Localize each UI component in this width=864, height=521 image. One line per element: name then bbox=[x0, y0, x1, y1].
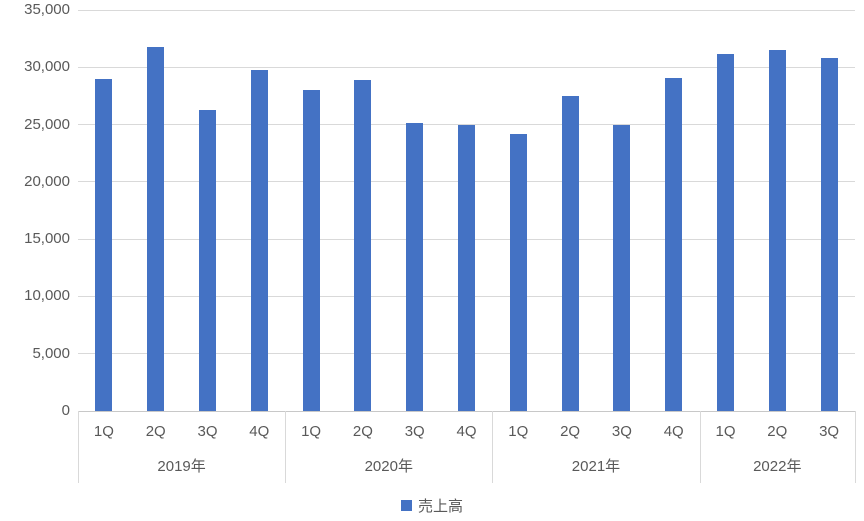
legend-marker-icon bbox=[400, 499, 412, 511]
year-group-label: 2019年 bbox=[157, 458, 206, 475]
gridline bbox=[78, 66, 855, 68]
x-tick-label: 1Q bbox=[508, 423, 529, 440]
y-tick-label: 35,000 bbox=[24, 1, 70, 18]
y-tick-label: 10,000 bbox=[24, 287, 70, 305]
bar-2021年-3Q bbox=[613, 124, 631, 411]
x-tick-label: 2Q bbox=[352, 423, 373, 440]
x-tick-label: 2Q bbox=[560, 423, 581, 440]
bar-2019年-2Q bbox=[147, 46, 165, 411]
bar-2019年-1Q bbox=[95, 78, 113, 411]
x-tick-label: 4Q bbox=[249, 423, 270, 440]
x-tick-label: 1Q bbox=[93, 423, 114, 440]
bar-2020年-1Q bbox=[302, 90, 320, 411]
bar-2021年-1Q bbox=[509, 134, 527, 411]
bar-2022年-1Q bbox=[717, 53, 734, 411]
bar-2020年-2Q bbox=[354, 79, 372, 411]
x-tick-label: 3Q bbox=[197, 423, 218, 440]
x-tick-label: 3Q bbox=[611, 423, 632, 440]
category-separator bbox=[699, 411, 701, 483]
x-tick-label: 2Q bbox=[767, 423, 788, 440]
x-tick-label: 3Q bbox=[404, 423, 425, 440]
y-tick-label: 15,000 bbox=[24, 230, 70, 248]
x-tick-label: 1Q bbox=[715, 423, 736, 440]
y-tick-label: 25,000 bbox=[24, 115, 70, 133]
bar-2020年-4Q bbox=[458, 124, 475, 411]
category-separator bbox=[854, 411, 856, 483]
bar-2019年-3Q bbox=[199, 109, 216, 411]
legend-label: 売上高 bbox=[417, 497, 463, 515]
x-tick-label: 3Q bbox=[819, 423, 840, 440]
x-tick-label: 4Q bbox=[456, 423, 477, 440]
y-tick-label: 0 bbox=[61, 402, 70, 419]
gridline bbox=[78, 9, 855, 11]
x-tick-label: 2Q bbox=[145, 423, 166, 440]
year-group-label: 2022年 bbox=[753, 458, 802, 475]
category-separator bbox=[77, 411, 79, 483]
x-axis-line bbox=[78, 410, 855, 412]
category-separator bbox=[491, 411, 493, 483]
bar-2020年-3Q bbox=[406, 123, 424, 411]
y-tick-label: 30,000 bbox=[24, 58, 70, 76]
category-separator bbox=[284, 411, 286, 483]
bar-2021年-2Q bbox=[561, 95, 579, 411]
bar-2019年-4Q bbox=[250, 69, 268, 411]
x-tick-label: 1Q bbox=[301, 423, 322, 440]
y-tick-label: 20,000 bbox=[24, 172, 70, 190]
x-tick-label: 4Q bbox=[663, 423, 684, 440]
bar-2022年-3Q bbox=[820, 58, 838, 411]
y-tick-label: 5,000 bbox=[32, 344, 70, 362]
year-group-label: 2020年 bbox=[364, 458, 413, 475]
bar-2022年-2Q bbox=[768, 50, 786, 411]
year-group-label: 2021年 bbox=[571, 458, 621, 475]
bar-2021年-4Q bbox=[665, 77, 683, 411]
legend: 売上高 bbox=[0, 494, 864, 516]
